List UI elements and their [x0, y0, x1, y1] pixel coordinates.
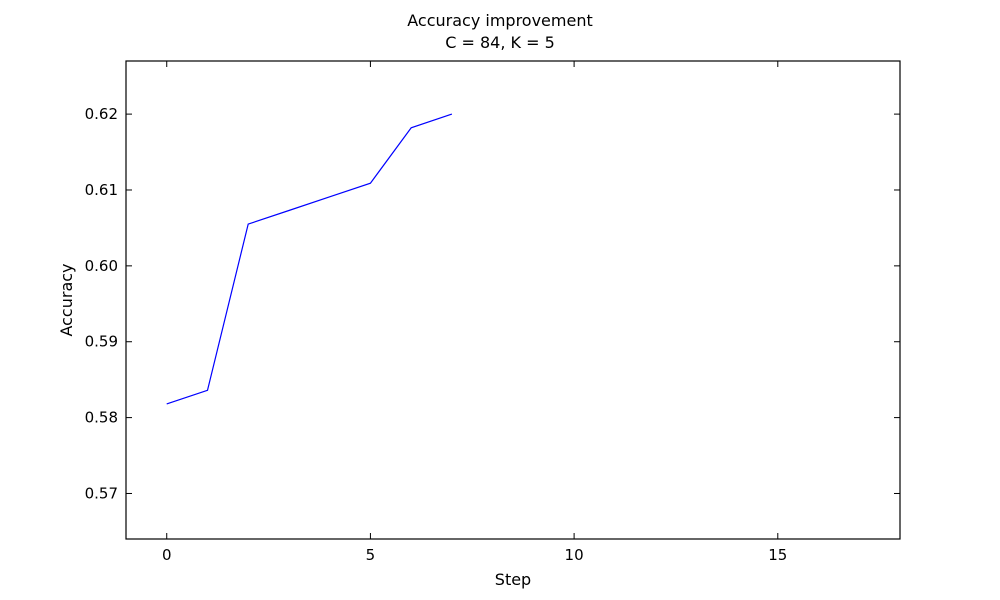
y-tick-label: 0.58	[85, 409, 118, 427]
y-tick-label: 0.61	[85, 181, 118, 199]
y-tick-label: 0.59	[85, 333, 118, 351]
series-segment	[289, 197, 330, 211]
series-segment	[411, 114, 452, 128]
series-line-0	[166, 113, 453, 405]
y-axis-label: Accuracy	[57, 263, 76, 336]
x-tick-label: 10	[565, 546, 584, 564]
y-tick-label: 0.62	[85, 105, 118, 123]
x-tick-label: 0	[162, 546, 172, 564]
series-layer	[166, 113, 453, 405]
chart-subtitle: C = 84, K = 5	[445, 33, 555, 52]
x-axis-label: Step	[495, 570, 531, 589]
series-segment	[167, 390, 208, 404]
series-segment	[370, 128, 411, 183]
y-tick-label: 0.60	[85, 257, 118, 275]
x-tick-label: 15	[768, 546, 787, 564]
chart-title: Accuracy improvement	[407, 11, 593, 30]
plot-frame	[125, 60, 901, 540]
series-segment	[207, 224, 248, 390]
tick-layer: 0 5 10 15 0.57 0.58 0.59 0.60 0.61 0.62	[85, 61, 900, 564]
y-tick-label: 0.57	[85, 484, 118, 502]
series-segment	[330, 183, 371, 197]
x-tick-label: 5	[366, 546, 376, 564]
series-segment	[248, 210, 289, 224]
